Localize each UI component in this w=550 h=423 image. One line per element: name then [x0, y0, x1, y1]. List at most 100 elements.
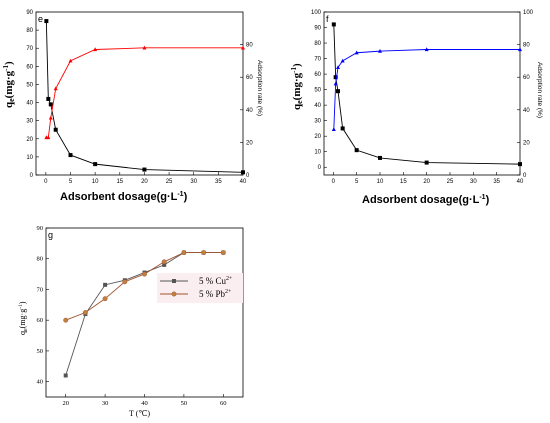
x-tick-label: 15 [400, 179, 407, 185]
x-tick-label: 30 [102, 400, 109, 407]
data-point [241, 45, 245, 50]
y-tick-label: 20 [26, 137, 33, 143]
y-tick-label: 40 [26, 101, 33, 107]
y2-tick-label: 40 [246, 108, 253, 114]
x-tick-label: 40 [240, 179, 247, 185]
series-line-f-0 [333, 24, 521, 165]
data-point [93, 47, 98, 52]
panel-g-frame [45, 227, 244, 398]
y-tick-label: 80 [314, 41, 321, 47]
y2-tick-label: 0 [246, 173, 250, 179]
legend-entry: 5 % Pb2+ [199, 289, 232, 299]
y2-tick-label: 0 [523, 173, 527, 179]
x-tick-label: 10 [92, 179, 99, 185]
panel-g-ticks: 20 30 40 50 60 40 50 60 70 80 90 [37, 225, 227, 407]
data-point [122, 279, 128, 285]
data-point [378, 155, 382, 160]
y-tick-label: 90 [314, 26, 321, 32]
data-point [142, 45, 147, 50]
x-tick-label: 20 [423, 179, 430, 185]
data-point [103, 282, 108, 287]
data-point [142, 271, 147, 277]
series-line-f-1 [333, 49, 520, 130]
panel-f-ticks: 0 5 10 15 20 25 30 35 40010203040506070809010002… [311, 10, 534, 185]
y2-tick-label: 60 [246, 75, 253, 81]
y-tick-label: 0 [318, 165, 322, 171]
y-tick-label: 30 [26, 119, 33, 125]
data-point [333, 75, 338, 80]
panel-g-letter: g [48, 230, 53, 240]
panel-g-legend: 5 % Cu2+ 5 % Pb2+ [157, 273, 243, 303]
data-point [220, 250, 226, 256]
x-tick-label: 15 [116, 179, 123, 185]
x-tick-label: 35 [215, 179, 222, 185]
y2-tick-label: 100 [523, 10, 534, 16]
legend-marker [172, 279, 176, 283]
x-tick-label: 30 [470, 179, 477, 185]
x-tick-label: 50 [181, 400, 188, 407]
data-point [518, 47, 522, 52]
panel-f: f qe(mg·g-1) Adsorption rate (%) Adsorbe… [290, 10, 543, 206]
panel-g: g qe(mg·g-1) T (℃) 20 30 40 50 60 40 50 60 70 80 9… [18, 225, 244, 418]
y-tick-label: 60 [37, 317, 44, 324]
data-point [378, 48, 382, 53]
data-point [331, 22, 336, 27]
y-tick-label: 70 [37, 286, 44, 293]
panel-g-xlabel: T (℃) [129, 409, 150, 418]
panel-e-xlabel: Adsorbent dosage(g·L-1) [60, 191, 188, 203]
panel-f-ylabel: qe(mg·g-1) [290, 63, 304, 110]
data-point [354, 148, 359, 153]
y-tick-label: 10 [26, 155, 33, 161]
data-point [48, 102, 53, 107]
y-tick-label: 20 [314, 134, 321, 140]
y-tick-label: 50 [37, 348, 44, 355]
x-tick-label: 25 [447, 179, 454, 185]
x-tick-label: 0 [44, 179, 48, 185]
y-tick-label: 40 [37, 379, 44, 386]
y-tick-label: 90 [37, 225, 44, 232]
data-point [354, 50, 359, 55]
y2-tick-label: 20 [246, 140, 253, 146]
series-line-e-0 [45, 21, 244, 173]
data-point [161, 259, 167, 265]
data-point [336, 89, 340, 94]
x-tick-label: 5 [355, 179, 359, 185]
data-point [44, 19, 49, 24]
data-point [340, 126, 345, 131]
x-tick-label: 5 [69, 179, 73, 185]
y-tick-label: 50 [314, 88, 321, 94]
y2-tick-label: 20 [523, 140, 530, 146]
y2-tick-label: 80 [523, 43, 530, 49]
x-tick-label: 10 [377, 179, 384, 185]
panel-e-ticks: 0 5 10 15 20 25 30 35 40010203040506070809002040… [26, 10, 253, 185]
data-point [162, 262, 167, 267]
data-point [82, 310, 88, 315]
x-tick-label: 30 [190, 179, 197, 185]
data-point [63, 317, 69, 323]
data-point [142, 167, 147, 172]
data-point [46, 135, 51, 140]
x-tick-label: 35 [493, 179, 500, 185]
data-point [102, 296, 108, 302]
y-tick-label: 10 [314, 150, 321, 156]
x-tick-label: 0 [332, 179, 336, 185]
data-point [518, 162, 522, 167]
panel-g-ylabel: qe(mg·g-1) [18, 301, 29, 335]
y-tick-label: 80 [37, 256, 44, 263]
data-point [53, 86, 58, 91]
y-tick-label: 30 [314, 119, 321, 125]
x-tick-label: 40 [517, 179, 524, 185]
x-tick-label: 25 [166, 179, 173, 185]
data-point [68, 153, 73, 158]
data-point [181, 250, 187, 256]
x-tick-label: 20 [141, 179, 148, 185]
panel-f-frame [323, 11, 521, 176]
panel-e-letter: e [38, 14, 43, 24]
data-point [241, 170, 245, 175]
y-tick-label: 50 [26, 82, 33, 88]
panel-f-marks [331, 22, 522, 167]
legend-entry: 5 % Cu2+ [199, 276, 233, 286]
y-tick-label: 70 [314, 57, 321, 63]
x-tick-label: 40 [141, 400, 148, 407]
